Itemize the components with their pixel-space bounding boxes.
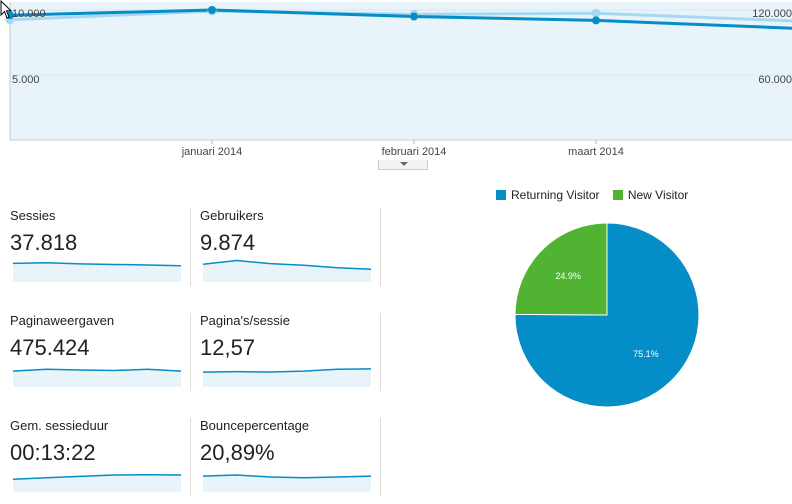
metric-label: Bouncepercentage bbox=[200, 418, 310, 433]
legend-item-returning[interactable]: Returning Visitor bbox=[496, 188, 600, 202]
metric-gebruikers: Gebruikers 9.874 bbox=[200, 208, 380, 288]
legend-swatch bbox=[612, 190, 623, 200]
y-left-tick-top: 10.000 bbox=[12, 8, 46, 20]
divider bbox=[380, 418, 381, 496]
sparkline-area bbox=[13, 369, 181, 387]
chart-collapse-toggle[interactable] bbox=[378, 160, 428, 170]
metric-value: 20,89% bbox=[200, 440, 275, 465]
legend-item-new[interactable]: New Visitor bbox=[612, 188, 689, 202]
sparkline-line bbox=[202, 259, 372, 270]
metric-value: 9.874 bbox=[200, 230, 256, 255]
metric-gem-sessieduur: Gem. sessieduur 00:13:22 bbox=[10, 418, 190, 498]
sparkline-area bbox=[203, 260, 371, 282]
sparkline-area bbox=[13, 262, 181, 282]
sparkline-line bbox=[202, 474, 372, 479]
legend-swatch bbox=[496, 190, 506, 200]
metric-label: Sessies bbox=[10, 208, 56, 223]
sparkline bbox=[202, 259, 372, 282]
metric-paginas-per-sessie: Pagina's/sessie 12,57 bbox=[200, 313, 380, 393]
data-point-sessions[interactable] bbox=[208, 6, 216, 14]
data-point-sessions[interactable] bbox=[410, 12, 418, 21]
divider bbox=[190, 208, 191, 286]
legend-label: New Visitor bbox=[627, 188, 689, 202]
plot-area bbox=[10, 2, 792, 140]
x-tick-maart: maart 2014 bbox=[568, 146, 624, 158]
sessions-line-chart: 10.000 5.000 120.000 60.000 januari 2014… bbox=[0, 0, 792, 160]
divider bbox=[380, 313, 381, 391]
sparkline-area bbox=[13, 474, 181, 492]
sparkline-line bbox=[12, 473, 182, 480]
y-right-tick-top: 120.000 bbox=[752, 8, 792, 20]
sparkline-area bbox=[203, 368, 371, 387]
pie-slice-returning[interactable] bbox=[514, 222, 700, 408]
x-tick-januari: januari 2014 bbox=[181, 146, 243, 158]
pie-slice-new[interactable] bbox=[514, 222, 608, 316]
sparkline-line bbox=[12, 368, 182, 372]
divider bbox=[380, 208, 381, 286]
metric-label: Pagina's/sessie bbox=[200, 313, 290, 328]
y-left-tick-mid: 5.000 bbox=[12, 74, 40, 86]
data-point-compare[interactable] bbox=[591, 8, 601, 18]
line-chart-plot bbox=[5, 2, 792, 144]
metric-label: Paginaweergaven bbox=[10, 313, 115, 328]
metric-label: Gebruikers bbox=[200, 208, 264, 223]
metric-label: Gem. sessieduur bbox=[10, 418, 109, 433]
sparkline-line bbox=[12, 262, 182, 267]
divider bbox=[190, 313, 191, 391]
pie-slice-label: 75.1% bbox=[633, 349, 659, 359]
visitor-type-pie-chart: 75.1% 24.9% bbox=[514, 222, 700, 408]
divider bbox=[190, 418, 191, 496]
sparkline-line bbox=[202, 368, 372, 373]
metric-value: 37.818 bbox=[10, 230, 78, 255]
metric-value: 00:13:22 bbox=[10, 440, 96, 465]
sparkline-area bbox=[203, 475, 371, 492]
metric-paginaweergaven: Paginaweergaven 475.424 bbox=[10, 313, 190, 393]
pie-legend: Returning Visitor New Visitor bbox=[496, 188, 698, 202]
metric-bouncepercentage: Bouncepercentage 20,89% bbox=[200, 418, 380, 498]
legend-label: Returning Visitor bbox=[511, 188, 600, 202]
y-right-tick-mid: 60.000 bbox=[758, 74, 792, 86]
metric-value: 12,57 bbox=[200, 335, 256, 360]
sparkline bbox=[12, 262, 182, 282]
sparkline bbox=[202, 368, 372, 387]
data-point-sessions[interactable] bbox=[592, 16, 600, 25]
metric-value: 475.424 bbox=[10, 335, 90, 360]
pie-slice-label: 24.9% bbox=[555, 271, 581, 281]
x-tick-februari: februari 2014 bbox=[381, 146, 447, 158]
chevron-down-icon bbox=[400, 162, 408, 166]
mouse-pointer-icon bbox=[0, 0, 13, 19]
sparkline bbox=[12, 473, 182, 492]
metric-sessies: Sessies 37.818 bbox=[10, 208, 190, 288]
sparkline bbox=[12, 368, 182, 387]
sparkline bbox=[202, 474, 372, 492]
